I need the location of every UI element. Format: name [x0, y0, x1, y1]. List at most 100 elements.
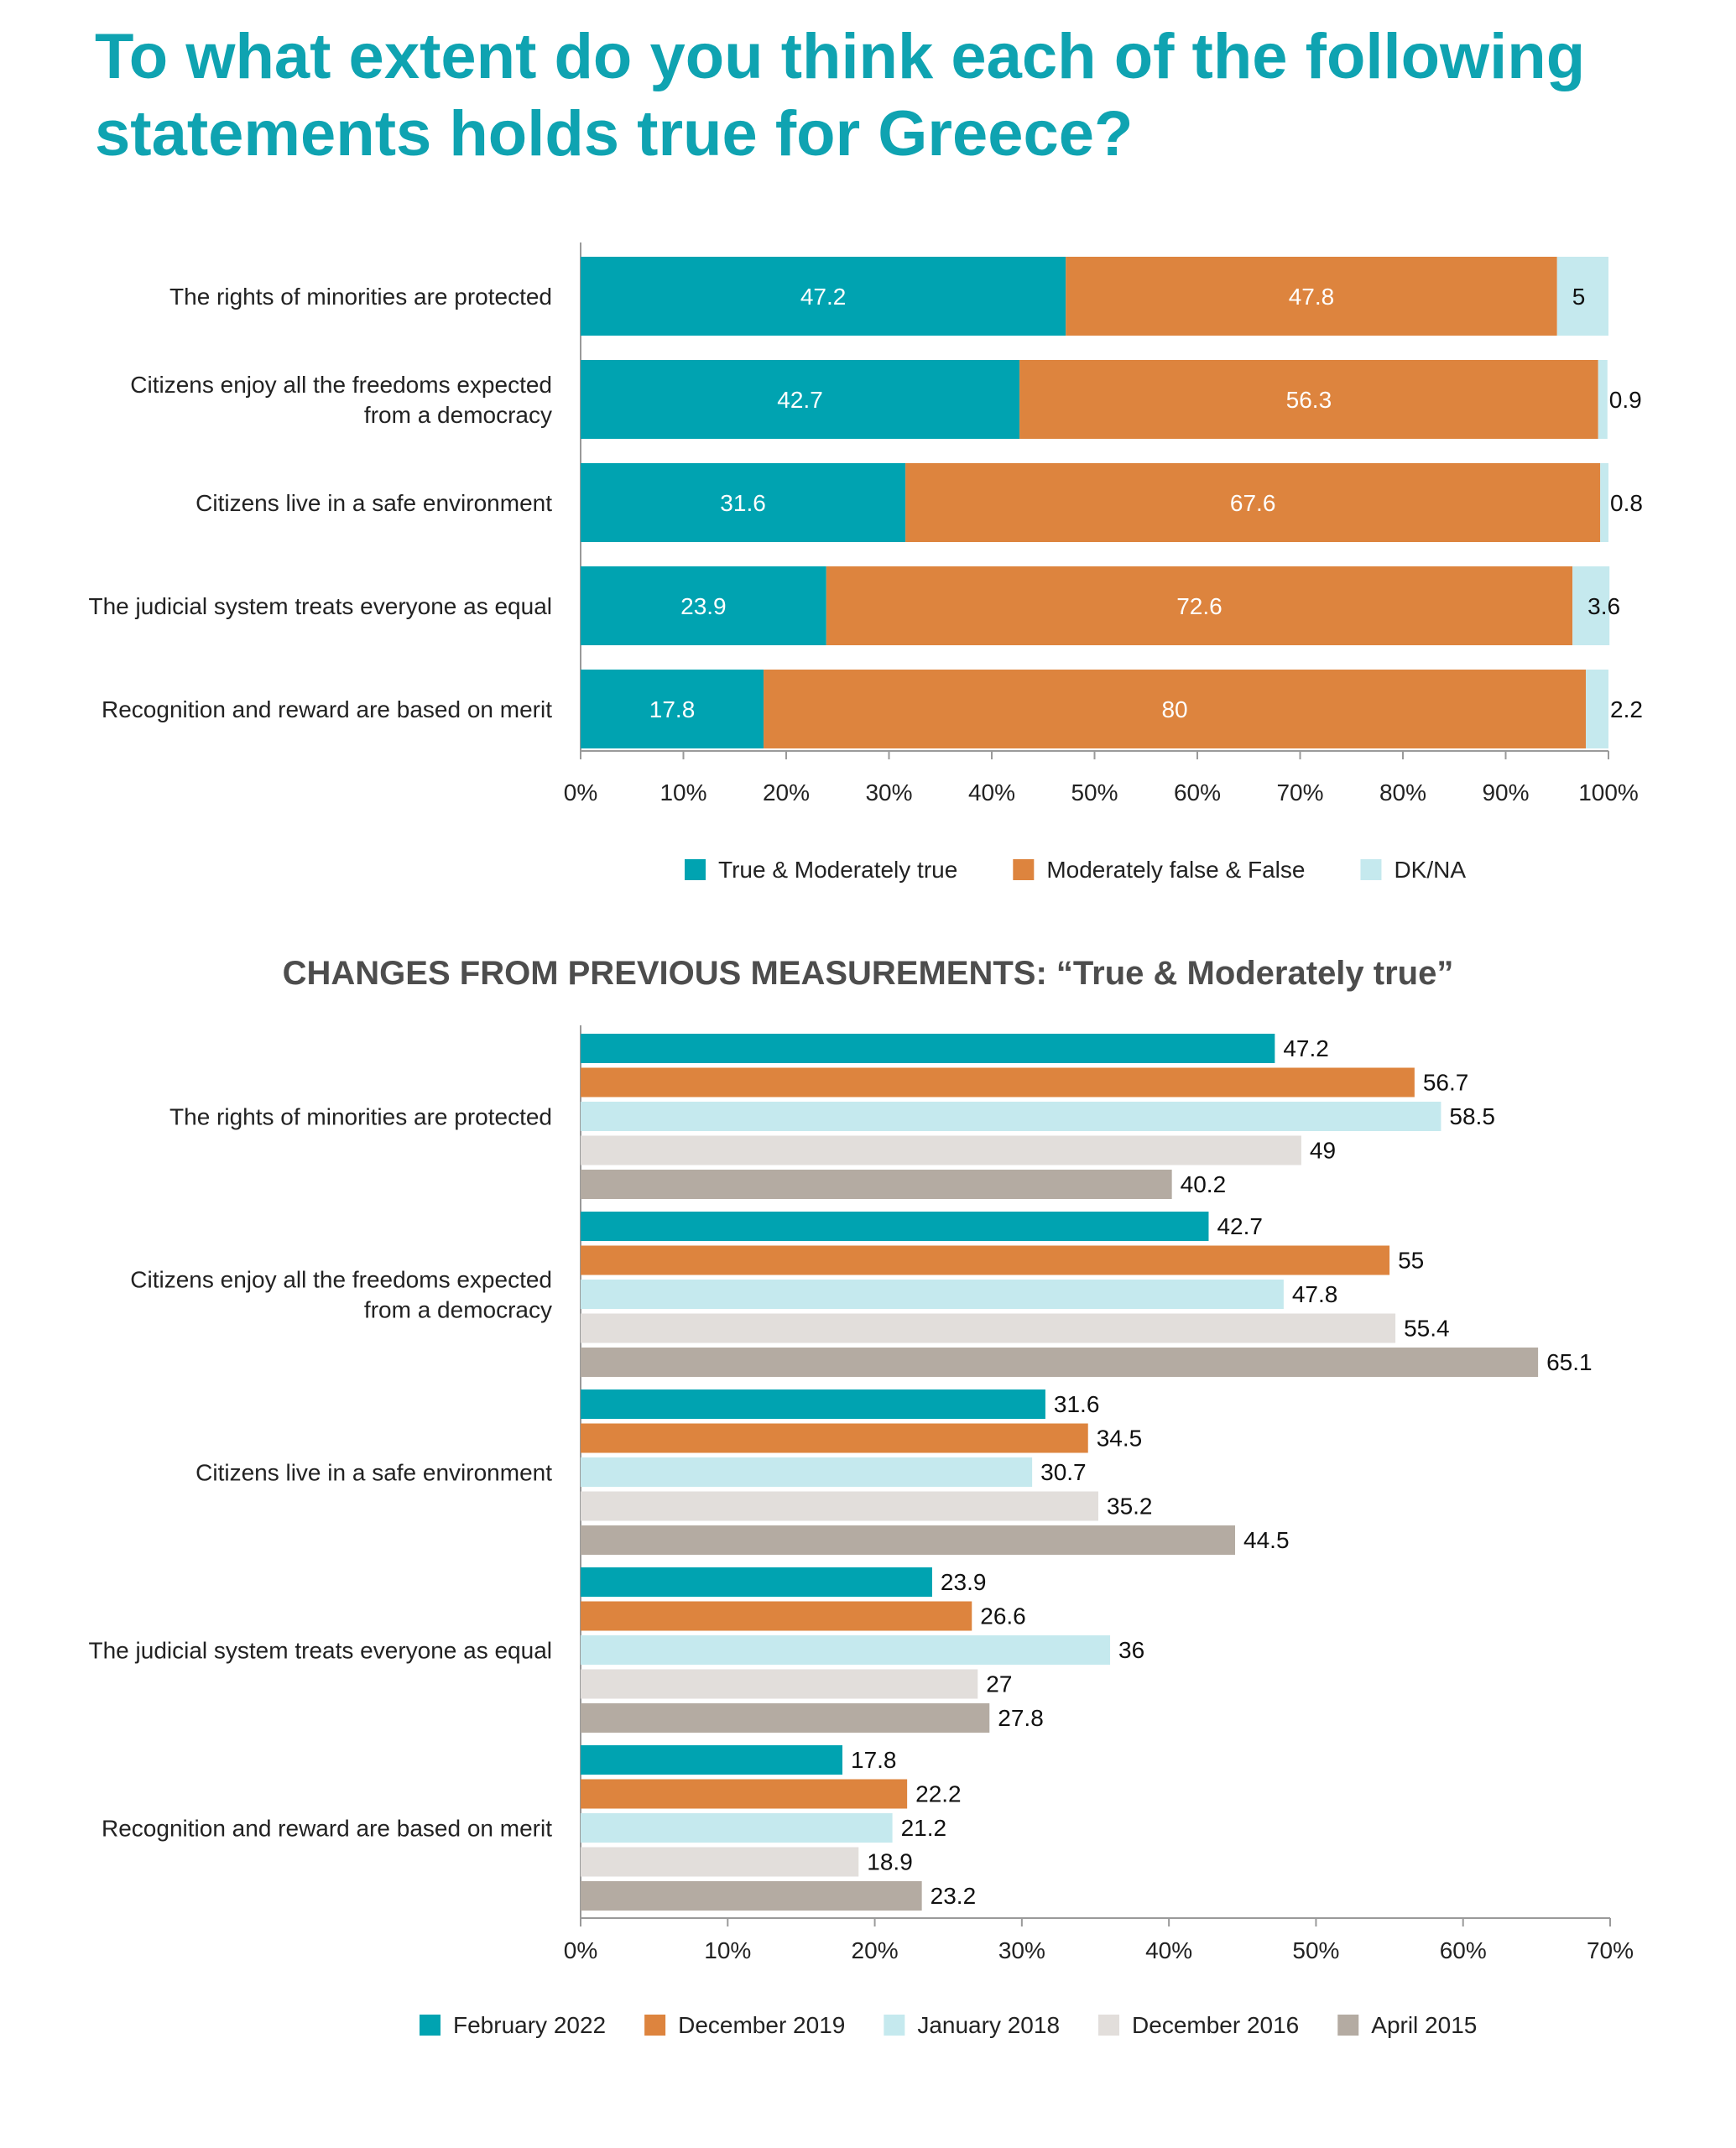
grouped-category-label-1-line-1: The rights of minorities are protected — [169, 1104, 552, 1130]
grouped-category-label-3: Citizens live in a safe environment — [195, 1460, 552, 1486]
grouped-bar-5-4 — [581, 1847, 859, 1877]
grouped-value-4-2: 26.6 — [980, 1603, 1026, 1629]
grouped-legend-swatch-2 — [644, 2015, 666, 2036]
grouped-value-2-2: 55 — [1398, 1248, 1424, 1274]
grouped-bar-1-1 — [581, 1034, 1275, 1063]
stacked-legend-swatch-2 — [1013, 859, 1035, 880]
stacked-value-5-3: 2.2 — [1610, 696, 1643, 722]
grouped-value-5-2: 22.2 — [915, 1781, 962, 1807]
stacked-value-5-2: 80 — [1161, 696, 1187, 722]
grouped-bar-4-4 — [581, 1669, 978, 1699]
stacked-value-4-3: 3.6 — [1587, 593, 1620, 619]
stacked-bar-2-2 — [1019, 360, 1598, 439]
stacked-category-label-1-line-1: The rights of minorities are protected — [169, 284, 552, 310]
grouped-category-label-5: Recognition and reward are based on meri… — [102, 1816, 552, 1842]
stacked-x-tick-label-10: 90% — [1482, 779, 1529, 806]
grouped-bar-1-4 — [581, 1135, 1301, 1165]
stacked-x-tick-label-5: 40% — [968, 779, 1015, 806]
grouped-x-tick-label-3: 20% — [852, 1937, 899, 1963]
stacked-bar-4-2 — [826, 566, 1573, 645]
grouped-bar-2-4 — [581, 1313, 1396, 1343]
grouped-value-3-2: 34.5 — [1097, 1426, 1143, 1452]
stacked-value-2-2: 56.3 — [1286, 387, 1332, 413]
grouped-bar-3-3 — [581, 1457, 1033, 1487]
stacked-category-label-1: The rights of minorities are protected — [169, 284, 552, 310]
stacked-x-tick-label-6: 50% — [1071, 779, 1118, 806]
page-title-line-1: To what extent do you think each of the … — [95, 21, 1586, 92]
grouped-value-1-2: 56.7 — [1423, 1070, 1469, 1096]
stacked-legend-label-1: True & Moderately true — [718, 857, 957, 883]
grouped-legend-label-4: December 2016 — [1132, 2012, 1299, 2038]
stacked-category-label-3: Citizens live in a safe environment — [195, 490, 552, 516]
stacked-value-3-1: 31.6 — [720, 490, 766, 516]
stacked-bar-1-1 — [581, 257, 1066, 336]
stacked-bar-2-3 — [1598, 360, 1608, 439]
stacked-legend-swatch-3 — [1360, 859, 1382, 880]
grouped-value-3-5: 44.5 — [1243, 1527, 1290, 1553]
stacked-value-2-3: 0.9 — [1609, 387, 1642, 413]
grouped-value-5-5: 23.2 — [931, 1883, 977, 1909]
grouped-category-label-2: Citizens enjoy all the freedoms expected… — [130, 1267, 552, 1323]
changes-chart-title: CHANGES FROM PREVIOUS MEASUREMENTS: “Tru… — [282, 955, 1454, 992]
stacked-value-3-3: 0.8 — [1610, 490, 1643, 516]
grouped-value-5-1: 17.8 — [851, 1747, 897, 1773]
grouped-bar-4-2 — [581, 1601, 972, 1631]
grouped-value-1-3: 58.5 — [1449, 1103, 1495, 1129]
grouped-value-3-4: 35.2 — [1107, 1494, 1153, 1520]
stacked-category-label-5-line-1: Recognition and reward are based on meri… — [102, 696, 552, 722]
stacked-category-label-4: The judicial system treats everyone as e… — [89, 593, 553, 619]
grouped-value-4-4: 27 — [986, 1671, 1012, 1697]
grouped-value-1-1: 47.2 — [1283, 1035, 1329, 1061]
grouped-x-tick-label-7: 60% — [1440, 1937, 1487, 1963]
grouped-value-3-1: 31.6 — [1054, 1391, 1100, 1417]
stacked-value-5-1: 17.8 — [649, 696, 696, 722]
stacked-bar-1-3 — [1556, 257, 1608, 336]
grouped-bar-4-1 — [581, 1567, 932, 1597]
page-title: To what extent do you think each of the … — [95, 18, 1689, 173]
stacked-x-tick-label-7: 60% — [1174, 779, 1221, 806]
stacked-value-1-3: 5 — [1572, 284, 1586, 310]
grouped-value-4-1: 23.9 — [941, 1569, 987, 1595]
grouped-value-2-1: 42.7 — [1217, 1213, 1263, 1239]
stacked-bar-3-3 — [1600, 463, 1608, 542]
grouped-value-2-5: 65.1 — [1546, 1349, 1593, 1375]
grouped-legend-swatch-3 — [884, 2015, 905, 2036]
stacked-category-label-3-line-1: Citizens live in a safe environment — [195, 490, 552, 516]
grouped-value-5-4: 18.9 — [867, 1849, 913, 1875]
grouped-category-label-3-line-1: Citizens live in a safe environment — [195, 1460, 552, 1486]
stacked-bar-5-2 — [764, 670, 1587, 748]
grouped-bar-5-1 — [581, 1745, 843, 1775]
grouped-x-tick-label-2: 10% — [704, 1937, 751, 1963]
grouped-value-3-3: 30.7 — [1040, 1459, 1087, 1485]
grouped-bar-2-2 — [581, 1245, 1390, 1275]
stacked-bar-4-1 — [581, 566, 826, 645]
stacked-bar-3-1 — [581, 463, 906, 542]
grouped-value-1-4: 49 — [1310, 1138, 1336, 1164]
stacked-bar-3-2 — [905, 463, 1601, 542]
grouped-bar-5-2 — [581, 1779, 908, 1809]
grouped-bar-4-3 — [581, 1635, 1111, 1665]
grouped-legend-swatch-5 — [1337, 2015, 1359, 2036]
grouped-value-2-3: 47.8 — [1292, 1281, 1338, 1307]
grouped-legend-label-2: December 2019 — [678, 2012, 845, 2038]
grouped-bar-2-3 — [581, 1280, 1284, 1309]
stacked-x-tick-label-9: 80% — [1379, 779, 1426, 806]
grouped-value-4-3: 36 — [1118, 1637, 1144, 1663]
grouped-bar-5-5 — [581, 1881, 922, 1911]
grouped-category-label-4: The judicial system treats everyone as e… — [89, 1638, 553, 1664]
page-title-line-2: statements holds true for Greece? — [95, 98, 1134, 169]
grouped-bar-3-4 — [581, 1491, 1099, 1521]
grouped-legend-label-1: February 2022 — [453, 2012, 606, 2038]
grouped-bar-2-5 — [581, 1348, 1539, 1377]
grouped-x-tick-label-8: 70% — [1587, 1937, 1634, 1963]
grouped-x-tick-label-1: 0% — [564, 1937, 597, 1963]
grouped-legend-swatch-1 — [420, 2015, 441, 2036]
grouped-x-tick-label-4: 30% — [998, 1937, 1045, 1963]
grouped-value-1-5: 40.2 — [1181, 1171, 1227, 1197]
grouped-legend-label-3: January 2018 — [917, 2012, 1060, 2038]
grouped-legend-label-5: April 2015 — [1371, 2012, 1477, 2038]
grouped-category-label-2-line-2: from a democracy — [364, 1297, 552, 1323]
stacked-value-4-1: 23.9 — [680, 593, 727, 619]
grouped-bar-3-1 — [581, 1389, 1045, 1419]
